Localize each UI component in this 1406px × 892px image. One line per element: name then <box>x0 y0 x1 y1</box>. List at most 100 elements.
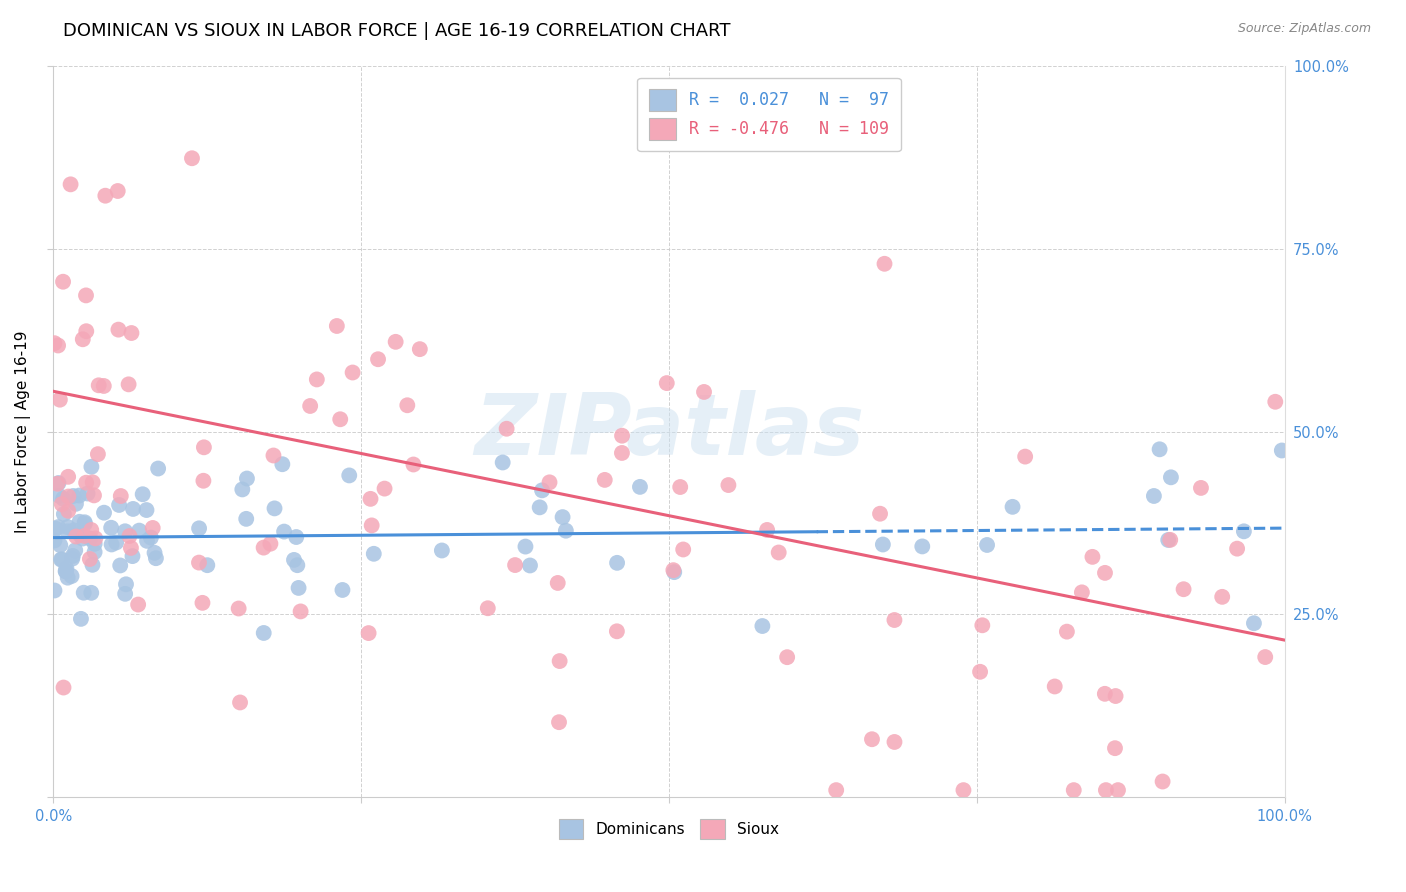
Point <box>145 551 167 566</box>
Point <box>1014 450 1036 464</box>
Point <box>75 288 97 302</box>
Point <box>869 507 891 521</box>
Point <box>52 681 75 695</box>
Point <box>100 521 122 535</box>
Point <box>75 324 97 338</box>
Point <box>860 732 883 747</box>
Point <box>142 521 165 535</box>
Point <box>360 491 382 506</box>
Point <box>519 558 541 573</box>
Point <box>1152 774 1174 789</box>
Point <box>80 523 103 537</box>
Point <box>538 475 561 490</box>
Point <box>326 318 349 333</box>
Point <box>56 571 79 585</box>
Point <box>1160 470 1182 484</box>
Point <box>952 783 974 797</box>
Point <box>93 506 115 520</box>
Point <box>56 470 79 484</box>
Point <box>271 457 294 471</box>
Point <box>73 585 96 599</box>
Point <box>357 626 380 640</box>
Point <box>79 552 101 566</box>
Point <box>768 545 790 559</box>
Point <box>65 497 87 511</box>
Point <box>285 530 308 544</box>
Point <box>188 556 211 570</box>
Point <box>46 520 69 534</box>
Point <box>73 516 96 530</box>
Point <box>110 558 132 573</box>
Point <box>139 531 162 545</box>
Point <box>55 564 77 578</box>
Point <box>56 520 79 534</box>
Point <box>283 553 305 567</box>
Point <box>48 476 70 491</box>
Point <box>67 489 90 503</box>
Point <box>120 541 142 555</box>
Point <box>193 474 215 488</box>
Point <box>662 563 685 577</box>
Text: ZIPatlas: ZIPatlas <box>474 390 865 473</box>
Point <box>1159 533 1181 547</box>
Point <box>51 497 73 511</box>
Point <box>409 342 432 356</box>
Point <box>107 184 129 198</box>
Point <box>290 604 312 618</box>
Point <box>976 538 998 552</box>
Point <box>110 489 132 503</box>
Point <box>363 547 385 561</box>
Legend: Dominicans, Sioux: Dominicans, Sioux <box>553 813 785 845</box>
Point <box>531 483 554 498</box>
Point <box>58 490 80 504</box>
Point <box>44 533 66 548</box>
Point <box>59 178 82 192</box>
Point <box>396 398 419 412</box>
Point <box>259 537 281 551</box>
Point <box>79 532 101 546</box>
Point <box>337 468 360 483</box>
Point <box>610 428 633 442</box>
Point <box>93 379 115 393</box>
Point <box>1107 783 1129 797</box>
Point <box>972 618 994 632</box>
Point <box>606 624 628 639</box>
Point <box>52 491 75 506</box>
Point <box>693 384 716 399</box>
Point <box>253 541 276 555</box>
Point <box>65 529 87 543</box>
Point <box>776 650 799 665</box>
Point <box>46 476 69 491</box>
Point <box>82 558 104 572</box>
Point <box>44 336 66 351</box>
Point <box>60 569 83 583</box>
Point <box>329 412 352 426</box>
Point <box>655 376 678 390</box>
Point <box>73 516 96 531</box>
Point <box>1070 585 1092 599</box>
Point <box>606 556 628 570</box>
Point <box>332 582 354 597</box>
Point <box>100 537 122 551</box>
Point <box>285 558 308 573</box>
Point <box>1001 500 1024 514</box>
Point <box>1063 783 1085 797</box>
Point <box>305 372 328 386</box>
Point <box>1081 549 1104 564</box>
Point <box>547 576 569 591</box>
Point <box>118 529 141 543</box>
Point <box>1043 680 1066 694</box>
Point <box>49 392 72 407</box>
Point <box>229 696 252 710</box>
Point <box>1104 741 1126 756</box>
Point <box>1094 566 1116 580</box>
Point <box>610 446 633 460</box>
Point <box>58 504 80 518</box>
Point <box>1226 541 1249 556</box>
Point <box>1189 481 1212 495</box>
Point <box>548 715 571 730</box>
Point <box>65 543 87 558</box>
Point <box>342 366 364 380</box>
Point <box>672 542 695 557</box>
Point <box>883 735 905 749</box>
